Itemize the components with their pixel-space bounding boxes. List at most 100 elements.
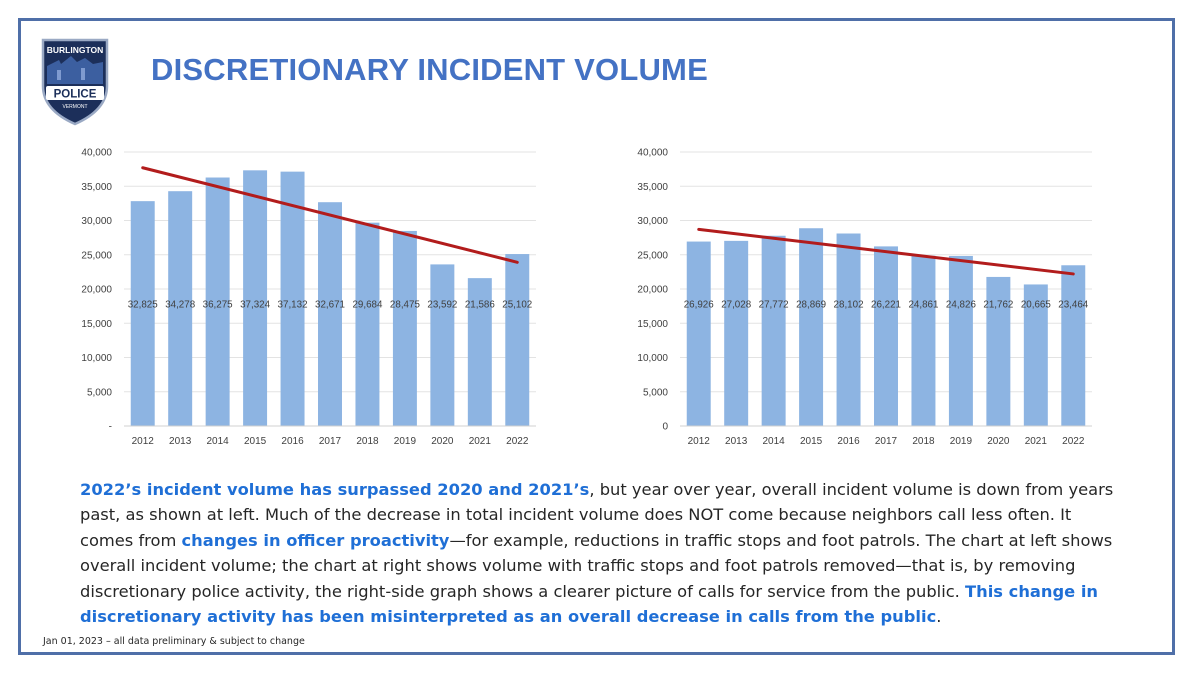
y-tick-label: 40,000 (637, 148, 668, 159)
y-tick-label: 30,000 (637, 216, 668, 227)
trendline (697, 227, 1075, 276)
y-tick-label: - (109, 422, 112, 433)
data-label: 24,826 (946, 299, 977, 310)
data-label: 23,464 (1058, 299, 1089, 310)
x-tick-label: 2015 (244, 436, 267, 447)
x-tick-label: 2013 (169, 436, 192, 447)
data-label: 25,102 (502, 299, 532, 310)
bar-2021 (467, 278, 492, 426)
overall-incident-chart: - 5,000 10,000 15,000 20,000 25,000 30,000 35,0… (81, 148, 536, 447)
data-label: 21,586 (465, 299, 496, 310)
y-tick-label: 30,000 (81, 216, 112, 227)
y-tick-label: 15,000 (81, 319, 112, 330)
highlight-surpassed: 2022’s incident volume has surpassed 202… (80, 480, 590, 499)
y-tick-label: 25,000 (637, 250, 668, 261)
data-label: 37,132 (278, 299, 308, 310)
page-title: DISCRETIONARY INCIDENT VOLUME (151, 52, 708, 87)
x-tick-label: 2018 (356, 436, 379, 447)
bar-2019 (948, 255, 973, 426)
data-label: 37,324 (240, 299, 271, 310)
logo-top-text: BURLINGTON (47, 45, 104, 55)
non-discretionary-incident-chart: 0 5,000 10,000 15,000 20,000 25,000 30,000 35,0… (637, 148, 1092, 447)
data-label: 27,028 (721, 299, 752, 310)
data-label: 34,278 (165, 299, 196, 310)
x-tick-label: 2018 (912, 436, 935, 447)
x-tick-label: 2014 (763, 436, 786, 447)
bar-2016 (836, 233, 861, 426)
data-label: 28,475 (390, 299, 421, 310)
bar-2021 (1023, 284, 1048, 426)
y-tick-label: 25,000 (81, 250, 112, 261)
bar-2012 (686, 241, 711, 426)
x-tick-label: 2022 (1062, 436, 1085, 447)
data-label: 26,926 (684, 299, 715, 310)
data-label: 36,275 (203, 299, 234, 310)
bar-2013 (724, 240, 749, 426)
data-label: 27,772 (759, 299, 789, 310)
bar-2012 (130, 201, 155, 426)
x-tick-label: 2017 (875, 436, 898, 447)
y-tick-label: 5,000 (643, 387, 668, 398)
y-tick-label: 20,000 (81, 285, 112, 296)
body-paragraph: 2022’s incident volume has surpassed 202… (80, 477, 1120, 629)
body-text-1: , but year over year, overall incident v… (80, 480, 1114, 550)
x-tick-label: 2020 (431, 436, 454, 447)
x-tick-label: 2012 (688, 436, 711, 447)
y-tick-label: 10,000 (637, 353, 668, 364)
data-label: 28,102 (834, 299, 864, 310)
footnote: Jan 01, 2023 – all data preliminary & su… (43, 636, 305, 647)
y-tick-label: 20,000 (637, 285, 668, 296)
data-label: 20,665 (1021, 299, 1052, 310)
x-tick-label: 2016 (281, 436, 304, 447)
data-label: 21,762 (983, 299, 1013, 310)
data-label: 24,861 (908, 299, 938, 310)
highlight-misinterpreted: This change in discretionary activity ha… (80, 581, 1099, 627)
y-tick-label: 15,000 (637, 319, 668, 330)
y-tick-label: 40,000 (81, 148, 112, 159)
x-tick-label: 2022 (506, 436, 529, 447)
bar-2013 (168, 191, 193, 426)
y-tick-label: 0 (662, 422, 668, 433)
y-tick-label: 35,000 (637, 182, 668, 193)
bar-2014 (761, 235, 786, 426)
x-tick-label: 2021 (1025, 436, 1048, 447)
bar-2019 (392, 230, 417, 426)
bar-2018 (911, 255, 936, 426)
data-label: 26,221 (871, 299, 901, 310)
x-tick-label: 2012 (132, 436, 155, 447)
body-text-end: . (936, 607, 942, 627)
bar-2020 (430, 264, 455, 426)
highlight-proactivity: changes in officer proactivity (181, 530, 450, 550)
x-tick-label: 2015 (800, 436, 823, 447)
burlington-police-logo: BURLINGTON POLICE VERMONT (41, 38, 109, 126)
x-tick-label: 2014 (207, 436, 230, 447)
bar-2015 (243, 170, 268, 426)
y-tick-label: 5,000 (87, 387, 112, 398)
data-label: 29,684 (352, 299, 383, 310)
bar-2022 (1061, 265, 1086, 426)
bar-2022 (505, 254, 530, 426)
data-label: 28,869 (796, 299, 826, 310)
x-tick-label: 2019 (394, 436, 417, 447)
bar-2020 (986, 276, 1011, 426)
bar-2018 (355, 222, 380, 426)
x-tick-label: 2020 (987, 436, 1010, 447)
bar-2017 (318, 202, 342, 426)
x-tick-label: 2016 (837, 436, 860, 447)
data-label: 32,671 (315, 299, 345, 310)
trendline (141, 166, 519, 264)
x-tick-label: 2013 (725, 436, 748, 447)
y-tick-label: 10,000 (81, 353, 112, 364)
bar-2016 (280, 171, 305, 426)
x-tick-label: 2019 (950, 436, 973, 447)
logo-main-text: POLICE (54, 89, 97, 101)
logo-bottom-text: VERMONT (63, 104, 88, 110)
y-tick-label: 35,000 (81, 182, 112, 193)
bar-2014 (205, 177, 230, 426)
body-text-2: —for example, reductions in traffic stop… (80, 530, 1113, 601)
data-label: 23,592 (427, 299, 457, 310)
x-tick-label: 2017 (319, 436, 342, 447)
x-tick-label: 2021 (469, 436, 492, 447)
bar-2017 (874, 246, 898, 426)
data-label: 32,825 (128, 299, 159, 310)
